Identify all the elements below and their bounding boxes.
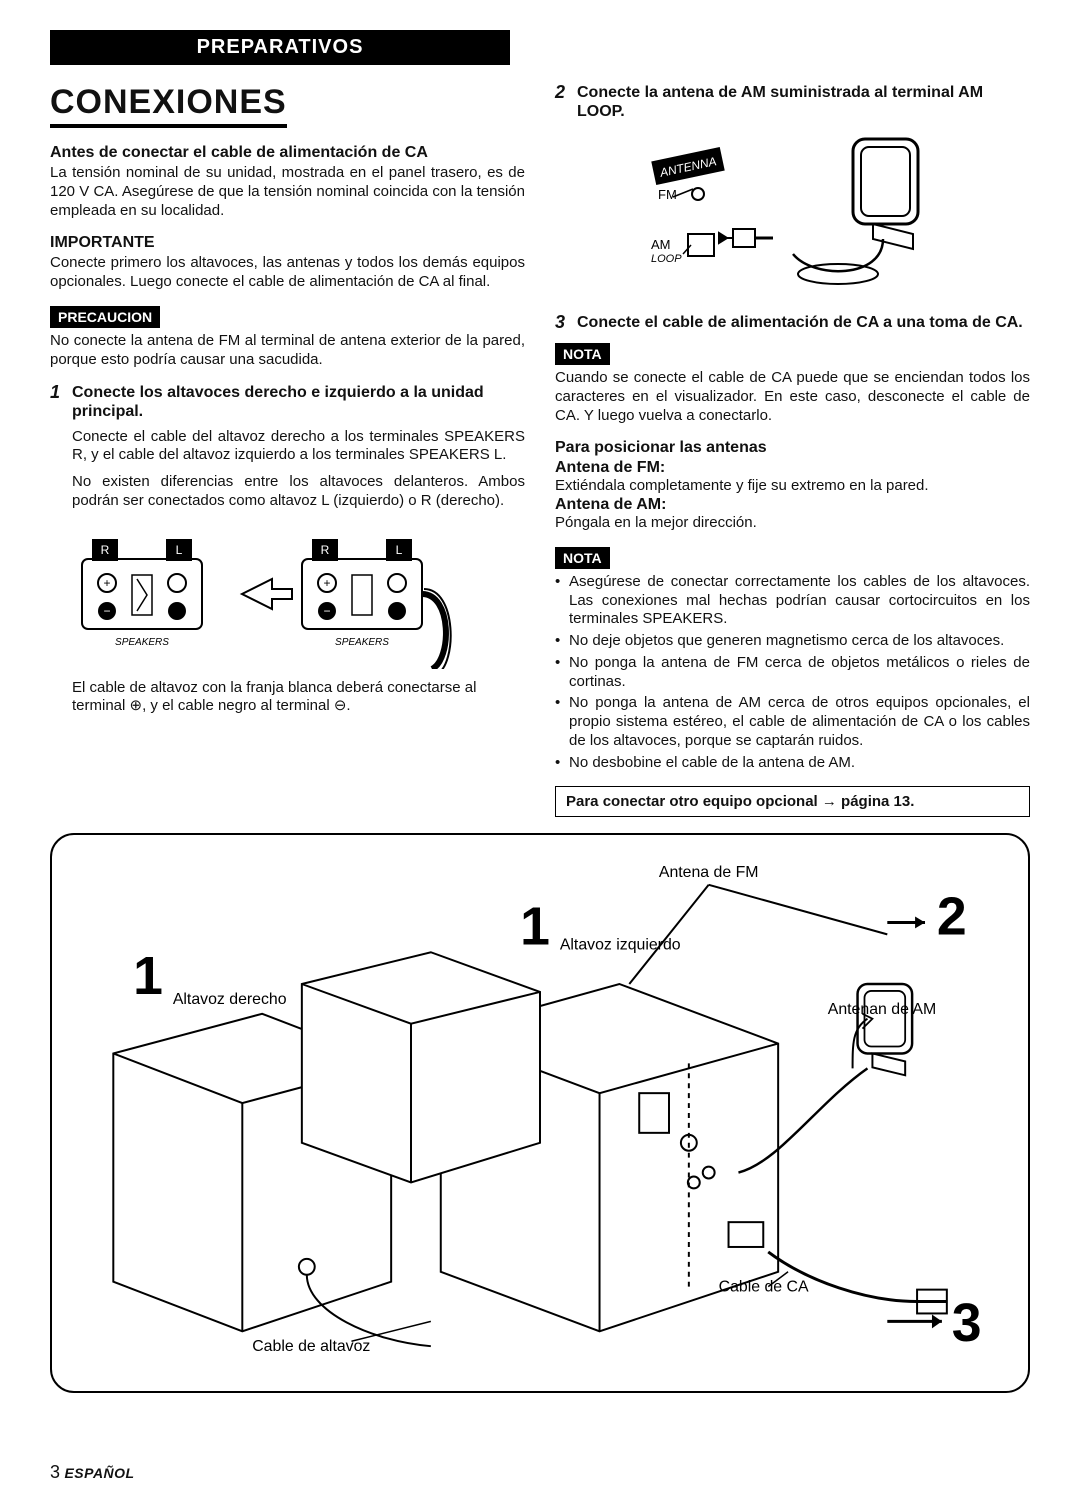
importante-head: IMPORTANTE [50,234,525,252]
step-1-body-1: Conecte el cable del altavoz derecho a l… [72,428,525,466]
page-number: 3 [50,1462,60,1482]
nota-2-label: NOTA [555,547,610,569]
step-1-body-2: No existen diferencias entre los altavoc… [72,473,525,511]
am-body: Póngala en la mejor dirección. [555,514,1030,533]
page-footer: 3 ESPAÑOL [50,1462,135,1483]
fm-body: Extiéndala completamente y fije su extre… [555,477,1030,496]
step-3: 3 Conecte el cable de alimentación de CA… [555,313,1030,333]
svg-text:R: R [321,543,330,557]
terminal-r-label: R [101,543,110,557]
step-1: 1 Conecte los altavoces derecho e izquie… [50,383,525,421]
nota-2-list: Asegúrese de conectar correctamente los … [555,573,1030,773]
diagram-number-1b: 1 [520,897,550,957]
two-column-layout: CONEXIONES Antes de conectar el cable de… [50,83,1030,817]
positioning-block: Para posicionar las antenas Antena de FM… [555,439,1030,533]
intro-head: Antes de conectar el cable de alimentaci… [50,144,525,162]
step-1-caption: El cable de altavoz con la franja blanca… [72,679,525,717]
nota-2-item: Asegúrese de conectar correctamente los … [555,573,1030,629]
nota-2-item: No deje objetos que generen magnetismo c… [555,632,1030,651]
diagram-number-1: 1 [133,946,163,1006]
reference-box: Para conectar otro equipo opcional → pág… [555,786,1030,817]
step-3-head: Conecte el cable de alimentación de CA a… [577,313,1023,333]
am-antenna-label: Antenan de AM [828,1001,936,1018]
right-speaker-label: Altavoz derecho [173,991,287,1008]
nota-1-body: Cuando se conecte el cable de CA puede q… [555,369,1030,425]
svg-text:−: − [103,604,110,618]
svg-text:+: + [103,576,110,590]
svg-text:−: − [323,604,330,618]
fm-head: Antena de FM: [555,459,665,476]
precaucion-block: PRECAUCION No conecte la antena de FM al… [50,306,525,370]
speakers-label-2: SPEAKERS [335,637,389,648]
loop-label: LOOP [651,253,682,265]
nota-2-item: No desbobine el cable de la antena de AM… [555,754,1030,773]
right-column: 2 Conecte la antena de AM suministrada a… [555,83,1030,817]
precaucion-label: PRECAUCION [50,306,160,328]
intro-block: Antes de conectar el cable de alimentaci… [50,144,525,220]
ac-cable-label: Cable de CA [719,1279,809,1296]
page-language: ESPAÑOL [64,1465,134,1481]
step-2-number: 2 [555,83,569,121]
speakers-label-1: SPEAKERS [115,637,169,648]
step-1-head: Conecte los altavoces derecho e izquierd… [72,383,525,421]
nota-1-block: NOTA Cuando se conecte el cable de CA pu… [555,343,1030,425]
diagram-number-2: 2 [937,887,967,947]
fm-label: FM [658,187,677,202]
step-2: 2 Conecte la antena de AM suministrada a… [555,83,1030,121]
svg-text:+: + [323,576,330,590]
nota-2-item: No ponga la antena de FM cerca de objeto… [555,654,1030,692]
section-tab: PREPARATIVOS [50,30,510,65]
fm-antenna-label: Antena de FM [659,864,759,881]
left-column: CONEXIONES Antes de conectar el cable de… [50,83,525,817]
nota-1-label: NOTA [555,343,610,365]
terminal-l-label: L [176,543,183,557]
speaker-terminal-illustration: R L + − SPEAKERS [72,519,525,669]
importante-block: IMPORTANTE Conecte primero los altavoces… [50,234,525,292]
positioning-head: Para posicionar las antenas [555,439,1030,457]
speaker-cable-label: Cable de altavoz [252,1339,370,1356]
step-2-head: Conecte la antena de AM suministrada al … [577,83,1030,121]
left-speaker-label: Altavoz izquierdo [560,937,681,954]
am-label: AM [651,237,671,252]
antenna-illustration: ANTENNA FM AM LOOP [613,129,973,299]
precaucion-body: No conecte la antena de FM al terminal d… [50,332,525,370]
system-diagram: Antena de FM 2 Antenan de AM [50,833,1030,1393]
nota-2-item: No ponga la antena de AM cerca de otros … [555,694,1030,750]
step-3-number: 3 [555,313,569,333]
step-1-number: 1 [50,383,64,421]
diagram-number-3: 3 [952,1294,982,1354]
importante-body: Conecte primero los altavoces, las anten… [50,254,525,292]
am-head: Antena de AM: [555,496,666,513]
page-title: CONEXIONES [50,83,287,128]
intro-body: La tensión nominal de su unidad, mostrad… [50,164,525,220]
svg-text:L: L [396,543,403,557]
section-tab-label: PREPARATIVOS [50,36,510,59]
nota-2-block: NOTA Asegúrese de conectar correctamente… [555,547,1030,773]
